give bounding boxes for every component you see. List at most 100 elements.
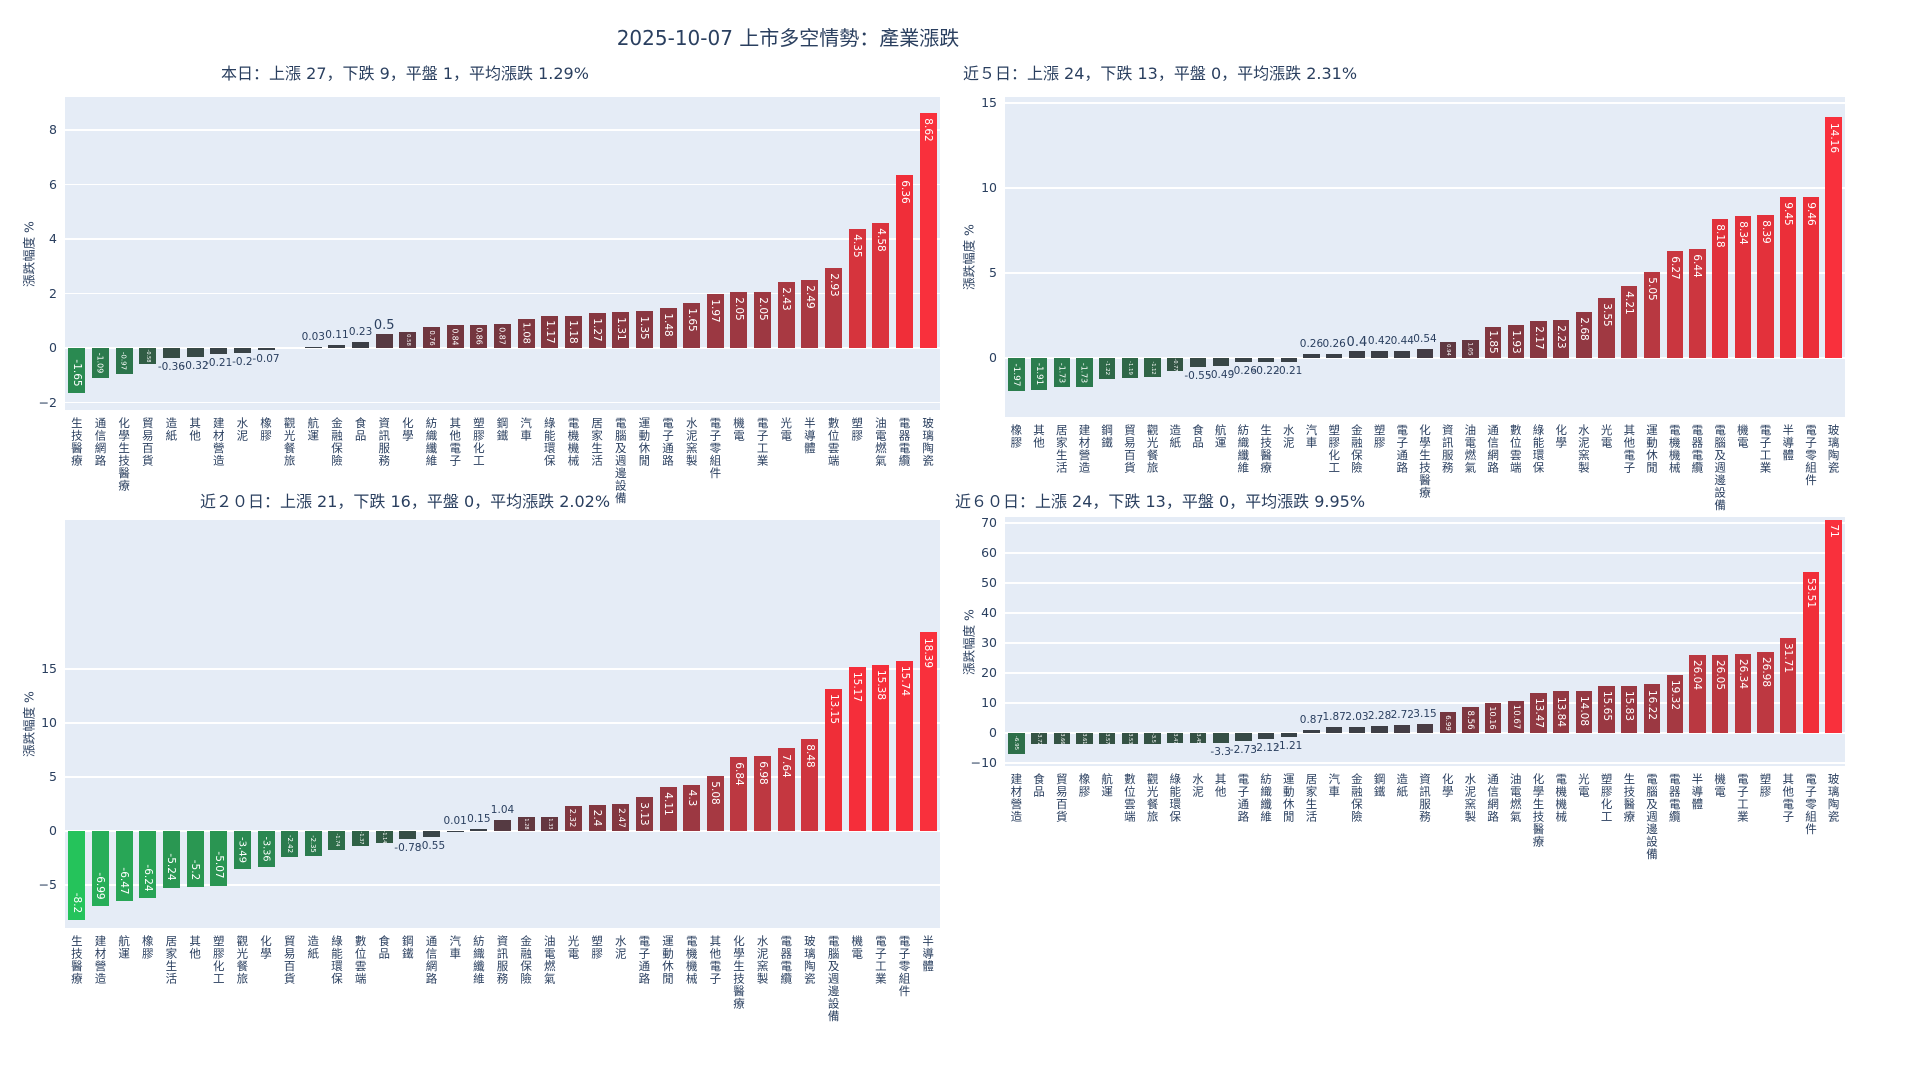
bar[interactable]: 6.99 (1439, 712, 1456, 733)
bar[interactable] (1371, 350, 1388, 358)
bar[interactable]: 10.67 (1507, 700, 1524, 733)
bar[interactable]: 2.4 (588, 805, 606, 831)
bar[interactable]: 10.16 (1484, 702, 1502, 733)
bar[interactable] (1326, 727, 1343, 733)
bar[interactable]: -0.97 (115, 348, 133, 375)
bar[interactable] (1235, 733, 1252, 742)
bar[interactable]: -0.58 (139, 348, 157, 364)
bar[interactable]: -3.5 (1144, 733, 1161, 744)
bar[interactable]: 71 (1825, 520, 1842, 733)
bar[interactable]: 6.36 (896, 174, 914, 348)
bar[interactable]: -3.61 (1076, 732, 1093, 745)
bar[interactable]: -1.14 (375, 831, 393, 844)
bar[interactable]: -5.2 (186, 831, 204, 888)
bar[interactable]: -5.07 (210, 831, 228, 886)
bar[interactable] (352, 341, 370, 348)
bar[interactable] (1303, 353, 1320, 358)
bar[interactable]: 5.05 (1643, 272, 1661, 358)
bar[interactable]: 26.05 (1711, 654, 1729, 733)
bar[interactable]: -6.95 (1008, 733, 1025, 754)
bar[interactable]: -5.24 (162, 831, 180, 888)
bar[interactable] (304, 347, 322, 348)
bar[interactable]: 1.17 (541, 316, 559, 348)
bar[interactable]: 1.33 (541, 816, 559, 831)
bar[interactable] (1212, 733, 1229, 743)
bar[interactable] (210, 348, 228, 354)
bar[interactable]: 0.84 (446, 325, 464, 348)
bar[interactable]: 1.28 (517, 817, 535, 831)
bar[interactable]: 26.34 (1734, 653, 1751, 733)
bar[interactable]: 8.62 (919, 113, 937, 348)
bar[interactable]: -1.73 (1053, 358, 1070, 388)
bar[interactable]: 0.94 (1439, 342, 1456, 358)
bar[interactable]: 2.05 (754, 292, 772, 348)
bar[interactable]: 15.83 (1621, 685, 1638, 733)
bar[interactable]: -2.42 (281, 831, 299, 858)
bar[interactable]: 2.32 (564, 805, 582, 831)
bar[interactable]: 18.39 (919, 632, 937, 831)
bar[interactable] (423, 831, 441, 837)
bar[interactable]: 16.22 (1643, 684, 1661, 733)
bar[interactable]: 6.27 (1666, 251, 1683, 358)
bar[interactable]: -6.24 (139, 831, 157, 899)
bar[interactable]: 0.76 (423, 327, 441, 348)
bar[interactable]: 0.58 (399, 332, 417, 348)
bar[interactable] (328, 345, 346, 348)
bar[interactable]: 4.21 (1621, 286, 1638, 358)
bar[interactable]: -1.74 (328, 831, 346, 850)
bar[interactable]: 7.64 (777, 748, 795, 831)
bar[interactable]: 0.87 (493, 324, 511, 348)
bar[interactable]: 3.55 (1598, 297, 1615, 358)
bar[interactable]: 15.65 (1598, 686, 1615, 733)
bar[interactable] (1394, 350, 1411, 358)
bar[interactable]: 8.56 (1462, 707, 1479, 733)
bar[interactable]: 15.74 (896, 661, 914, 831)
bar[interactable]: 8.34 (1734, 216, 1751, 358)
bar[interactable]: 4.3 (683, 784, 701, 831)
bar[interactable]: 2.17 (1530, 321, 1547, 358)
bar[interactable]: -1.65 (68, 348, 86, 393)
bar[interactable]: 4.35 (848, 229, 866, 348)
bar[interactable]: 31.71 (1780, 637, 1797, 733)
bar[interactable] (1280, 358, 1297, 362)
bar[interactable]: -3.49 (233, 831, 251, 869)
bar[interactable] (1371, 726, 1388, 733)
bar[interactable]: -1.91 (1030, 358, 1048, 391)
bar[interactable]: 9.45 (1780, 197, 1797, 358)
bar[interactable]: 15.17 (848, 667, 866, 831)
bar[interactable]: -8.2 (68, 831, 86, 920)
bar[interactable] (1326, 353, 1343, 358)
bar[interactable]: 1.27 (588, 313, 606, 348)
bar[interactable] (1257, 358, 1275, 362)
bar[interactable]: -1.19 (1121, 358, 1139, 379)
bar[interactable] (233, 348, 251, 354)
bar[interactable]: 4.58 (872, 223, 890, 348)
bar[interactable]: -1.37 (352, 831, 370, 846)
bar[interactable]: 3.13 (635, 797, 653, 831)
bar[interactable]: -1.22 (1098, 358, 1116, 379)
bar[interactable]: 1.48 (659, 307, 677, 348)
bar[interactable] (399, 831, 417, 840)
bar[interactable]: -2.35 (304, 831, 322, 857)
bar[interactable]: -1.73 (1076, 358, 1093, 388)
bar[interactable]: 2.43 (777, 281, 795, 348)
bar[interactable]: 14.08 (1575, 690, 1593, 733)
bar[interactable]: 53.51 (1802, 572, 1820, 733)
bar[interactable]: -1.97 (1008, 358, 1025, 392)
bar[interactable]: 15.38 (872, 664, 890, 831)
bar[interactable]: -6.99 (91, 831, 109, 907)
bar[interactable]: 19.32 (1666, 675, 1683, 733)
bar[interactable]: -3.47 (1167, 732, 1184, 745)
bar[interactable]: 0.86 (470, 324, 488, 348)
bar[interactable] (1416, 348, 1434, 358)
bar[interactable]: 2.47 (612, 804, 630, 831)
bar[interactable]: 2.68 (1575, 312, 1593, 358)
bar[interactable]: 1.31 (612, 312, 630, 348)
bar[interactable] (186, 348, 204, 357)
bar[interactable]: -3.57 (1098, 732, 1116, 745)
bar[interactable]: 1.08 (517, 318, 535, 348)
bar[interactable]: 1.18 (564, 315, 582, 348)
bar[interactable] (1394, 724, 1411, 733)
bar[interactable]: 1.93 (1507, 325, 1524, 358)
bar[interactable]: 5.08 (706, 776, 724, 831)
